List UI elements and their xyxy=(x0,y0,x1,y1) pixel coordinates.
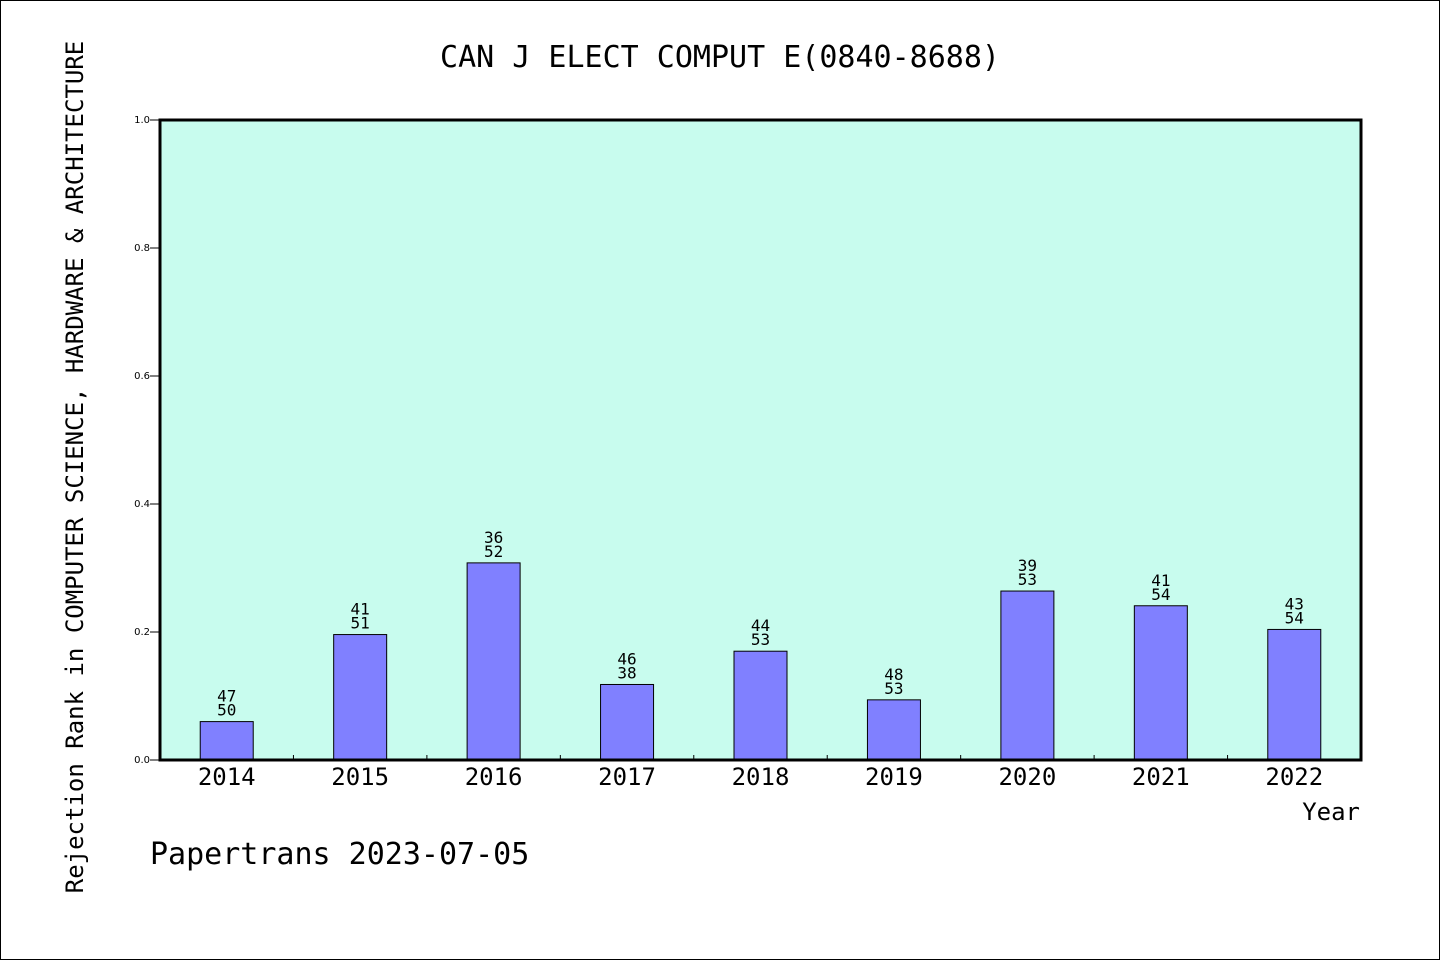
bar-2015 xyxy=(333,634,388,761)
bar-2018 xyxy=(733,650,788,761)
bar-label-top-2017: 46 xyxy=(617,649,636,668)
bar-label-bottom-2019: 53 xyxy=(884,679,903,698)
bar-label-top-2014: 47 xyxy=(217,687,236,706)
ticks-layer: 2014 2015 2016 2017 2018 2019 2020 2021 2022 0.0 0… xyxy=(134,115,1323,791)
bar-2017 xyxy=(600,683,655,761)
y-tick-label: 0.8 xyxy=(134,243,150,254)
y-tick-label: 0.4 xyxy=(134,499,150,510)
y-tick-label: 0.0 xyxy=(134,755,150,766)
bar-label-bottom-2015: 51 xyxy=(351,614,370,633)
bar-2014 xyxy=(199,721,254,761)
x-tick-label-2019: 2019 xyxy=(865,763,923,791)
x-tick-label-2018: 2018 xyxy=(732,763,790,791)
bar-label-top-2020: 39 xyxy=(1018,556,1037,575)
bar-2021 xyxy=(1133,605,1188,761)
x-tick-label-2022: 2022 xyxy=(1265,763,1323,791)
plot-border xyxy=(158,118,1363,762)
bar-label-top-2022: 43 xyxy=(1285,594,1304,613)
y-axis-label: Rejection Rank in COMPUTER SCIENCE, HARD… xyxy=(61,41,89,894)
x-tick-label-2016: 2016 xyxy=(465,763,523,791)
bar-label-bottom-2016: 52 xyxy=(484,542,503,561)
bar-label-top-2021: 41 xyxy=(1151,571,1170,590)
bar-label-top-2018: 44 xyxy=(751,616,770,635)
bar-label-bottom-2022: 54 xyxy=(1285,608,1304,627)
bar-label-top-2015: 41 xyxy=(351,600,370,619)
x-tick-label-2017: 2017 xyxy=(598,763,656,791)
y-tick-label: 1.0 xyxy=(134,115,150,126)
bar-2019 xyxy=(866,699,921,761)
bar-label-bottom-2018: 53 xyxy=(751,630,770,649)
x-tick-label-2015: 2015 xyxy=(331,763,389,791)
y-tick-label: 0.6 xyxy=(134,371,150,382)
bar-label-bottom-2021: 54 xyxy=(1151,585,1170,604)
x-tick-label-2014: 2014 xyxy=(198,763,256,791)
bar-label-top-2019: 48 xyxy=(884,665,903,684)
x-tick-label-2021: 2021 xyxy=(1132,763,1190,791)
footer-credit: Papertrans 2023-07-05 xyxy=(150,837,529,872)
bar-label-bottom-2017: 38 xyxy=(617,663,636,682)
bar-label-bottom-2020: 53 xyxy=(1018,570,1037,589)
bar-label-bottom-2014: 50 xyxy=(217,701,236,720)
bar-2016 xyxy=(466,562,521,761)
chart-title: CAN J ELECT COMPUT E(0840-8688) xyxy=(440,40,1000,75)
bar-2022 xyxy=(1267,628,1322,761)
bar-2020 xyxy=(1000,590,1055,761)
bar-label-top-2016: 36 xyxy=(484,528,503,547)
y-tick-label: 0.2 xyxy=(134,627,150,638)
x-tick-label-2020: 2020 xyxy=(998,763,1056,791)
x-axis-label: Year xyxy=(1302,798,1360,826)
